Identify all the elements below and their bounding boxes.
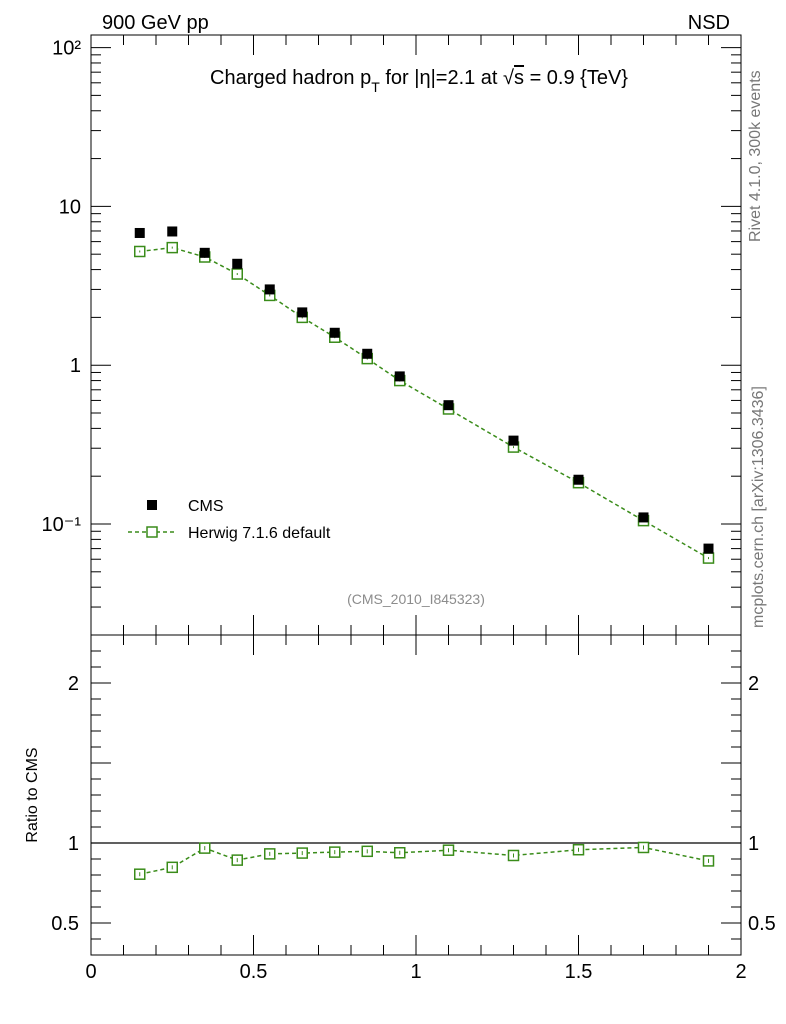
- main-y-tick-label: 10: [59, 196, 81, 218]
- data-point: [362, 348, 373, 359]
- data-point: [167, 226, 178, 237]
- ratio-y-tick-label-left: 0.5: [51, 913, 79, 935]
- legend-mc-marker: [146, 526, 158, 538]
- data-point: [232, 258, 243, 269]
- mc-series-ratio: [134, 841, 715, 880]
- main-y-tick-label: 10²: [52, 38, 81, 60]
- x-tick-label: 2: [735, 961, 746, 983]
- data-point: [199, 247, 210, 258]
- legend-data-label: CMS: [188, 498, 224, 515]
- x-tick-label: 0.5: [240, 961, 268, 983]
- title-subscript: T: [371, 79, 380, 95]
- data-series-main: [134, 226, 714, 554]
- data-point: [703, 543, 714, 554]
- mc-line: [139, 246, 709, 559]
- main-y-tick-label: 10⁻¹: [42, 514, 82, 536]
- x-axis: 0 0.5 1 1.5 2: [85, 35, 747, 983]
- legend-data-marker: [147, 500, 157, 510]
- data-point: [394, 371, 405, 382]
- ratio-y-tick-label-right: 1: [748, 833, 759, 855]
- header-right-label: NSD: [688, 12, 730, 34]
- data-point: [329, 327, 340, 338]
- data-point: [508, 435, 519, 446]
- data-point: [573, 474, 584, 485]
- data-point: [134, 227, 145, 238]
- title-part-3: = 0.9 {TeV}: [524, 67, 628, 89]
- data-point: [638, 512, 649, 523]
- header-left-label: 900 GeV pp: [102, 12, 209, 34]
- ratio-y-axis: 0.5 0.5 1 1 2 2: [51, 634, 776, 956]
- ratio-y-tick-label-right: 2: [748, 673, 759, 695]
- x-tick-label: 0: [85, 961, 96, 983]
- main-panel-frame: [90, 34, 742, 636]
- ratio-line: [139, 846, 709, 875]
- ratio-panel-frame: [90, 634, 742, 956]
- title-sqrt-s: s: [514, 67, 524, 89]
- legend: CMS Herwig 7.1.6 default: [128, 498, 331, 542]
- data-point: [443, 400, 454, 411]
- data-point: [297, 307, 308, 318]
- mc-series-main: [134, 241, 715, 564]
- title-part-2: for |η|=2.1 at √: [380, 67, 514, 89]
- title-part-1: Charged hadron p: [210, 67, 371, 89]
- data-point: [264, 284, 275, 295]
- main-y-axis: 10⁻¹ 1 10 10²: [42, 38, 741, 636]
- ratio-y-tick-label-right: 0.5: [748, 913, 776, 935]
- rivet-version-label: Rivet 4.1.0, 300k events: [747, 70, 764, 242]
- x-tick-label: 1.5: [565, 961, 593, 983]
- ratio-y-axis-label: Ratio to CMS: [24, 747, 41, 842]
- analysis-id-label: (CMS_2010_I845323): [347, 591, 485, 607]
- main-y-tick-label: 1: [70, 355, 81, 377]
- mcplots-source-label: mcplots.cern.ch [arXiv:1306.3436]: [750, 386, 767, 628]
- plot-title: Charged hadron pT for |η|=2.1 at √s = 0.…: [210, 67, 628, 95]
- x-tick-label: 1: [410, 961, 421, 983]
- legend-mc-label: Herwig 7.1.6 default: [188, 525, 331, 542]
- ratio-y-tick-label-left: 1: [68, 833, 79, 855]
- ratio-y-tick-label-left: 2: [68, 673, 79, 695]
